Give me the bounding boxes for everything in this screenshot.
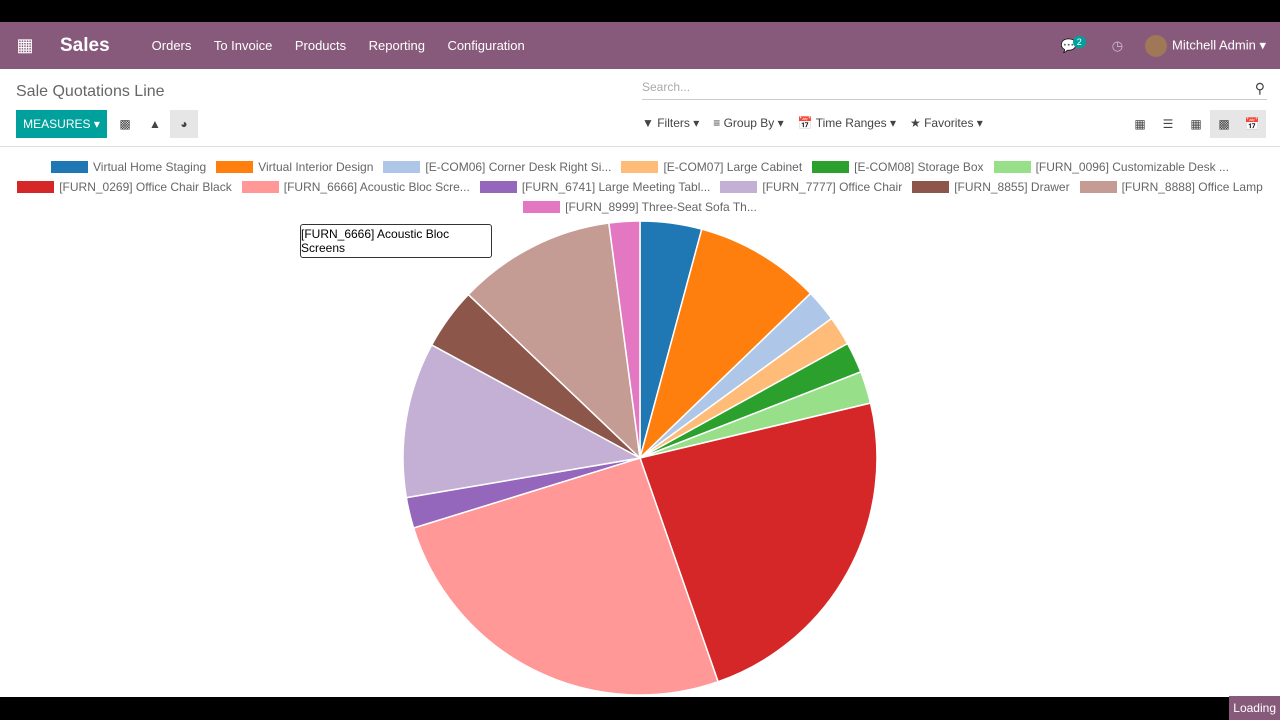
pie-chart-button[interactable]: ◕ [170,110,198,138]
legend-swatch [17,181,55,193]
calendar-view-icon[interactable]: 📅 [1238,110,1266,138]
legend-swatch [912,181,950,193]
legend-item[interactable]: [FURN_7777] Office Chair [720,180,902,194]
odoo-window: ▦ Sales Orders To Invoice Products Repor… [0,22,1280,697]
time-ranges-dropdown[interactable]: 📅 Time Ranges ▾ [797,116,896,130]
legend-item[interactable]: [FURN_8999] Three-Seat Sofa Th... [523,200,757,214]
group-by-label: Group By [723,116,775,130]
chat-icon: 💬 [1060,37,1077,53]
legend-swatch [1079,181,1117,193]
filters-dropdown[interactable]: ▼ Filters ▾ [642,116,700,130]
legend-swatch [720,181,758,193]
activity-clock-icon[interactable]: ◷ [1111,37,1124,53]
favorites-label: Favorites [924,116,974,130]
legend-swatch [812,161,850,173]
legend-swatch [383,161,421,173]
pie-slice[interactable] [639,402,878,683]
legend-label: [FURN_8888] Office Lamp [1121,180,1263,194]
messages-badge: 2 [1072,35,1086,48]
legend-label: [FURN_0269] Office Chair Black [59,180,232,194]
menu-orders[interactable]: Orders [151,37,192,53]
legend-label: [FURN_8855] Drawer [954,180,1070,194]
legend-label: [FURN_7777] Office Chair [762,180,903,194]
legend-item[interactable]: [E-COM06] Corner Desk Right Si... [383,160,611,174]
favorites-dropdown[interactable]: ★ Favorites ▾ [910,116,983,130]
legend-swatch [241,181,279,193]
legend-label: [E-COM08] Storage Box [854,160,984,174]
legend-label: [FURN_6666] Acoustic Bloc Scre... [283,180,470,194]
legend-item[interactable]: [FURN_6666] Acoustic Bloc Scre... [241,180,470,194]
search-placeholder: Search... [642,80,691,94]
pie-slice[interactable] [402,343,643,499]
legend-label: Virtual Interior Design [258,160,374,174]
chart-tooltip: [FURN_6666] Acoustic Bloc Screens [300,224,492,258]
legend-item[interactable]: [FURN_0269] Office Chair Black [17,180,232,194]
menu-to-invoice[interactable]: To Invoice [213,37,273,53]
line-chart-button[interactable]: ▲ [149,117,161,131]
pie-slice[interactable] [467,222,642,461]
search-input[interactable]: Search... ⚲ [642,80,1267,100]
divider [0,146,1280,147]
legend-item[interactable]: [E-COM08] Storage Box [812,160,984,174]
measures-label: MEASURES [23,117,91,131]
pie-slice[interactable] [638,228,812,461]
legend-label: [FURN_8999] Three-Seat Sofa Th... [565,200,757,214]
legend-swatch [479,181,517,193]
top-navbar: ▦ Sales Orders To Invoice Products Repor… [0,22,1280,69]
legend-item[interactable]: [FURN_8888] Office Lamp [1079,180,1263,194]
avatar [1145,34,1168,57]
time-ranges-label: Time Ranges [815,116,887,130]
legend-label: [FURN_0096] Customizable Desk ... [1035,160,1229,174]
legend-item[interactable]: [FURN_8855] Drawer [912,180,1070,194]
apps-menu-icon[interactable]: ▦ [16,35,34,55]
menu-products[interactable]: Products [294,37,347,53]
filters-label: Filters [657,116,690,130]
legend-swatch [621,161,659,173]
legend-swatch [993,161,1031,173]
legend-label: Virtual Home Staging [93,160,207,174]
legend-swatch [523,201,561,213]
pie-slice[interactable] [412,457,720,696]
legend-item[interactable]: [E-COM07] Large Cabinet [621,160,802,174]
pivot-view-icon[interactable]: ▦ [1190,117,1202,131]
user-name: Mitchell Admin [1172,36,1256,52]
legend-label: [E-COM06] Corner Desk Right Si... [425,160,612,174]
legend-item[interactable]: [FURN_0096] Customizable Desk ... [993,160,1229,174]
legend-label: [E-COM07] Large Cabinet [663,160,803,174]
page-title: Sale Quotations Line [16,83,165,100]
kanban-view-icon[interactable]: ▦ [1134,117,1146,131]
graph-view-icon[interactable]: ▩ [1210,110,1238,138]
chart-legend: Virtual Home Staging Virtual Interior Des… [0,157,1280,217]
group-by-dropdown[interactable]: ≡ Group By ▾ [713,116,784,130]
menu-reporting[interactable]: Reporting [368,37,425,53]
list-view-icon[interactable]: ☰ [1162,117,1174,131]
menu-configuration[interactable]: Configuration [447,37,525,53]
legend-item[interactable]: Virtual Home Staging [51,160,206,174]
search-icon[interactable]: ⚲ [1254,80,1265,96]
loading-indicator: Loading [1229,696,1280,720]
app-name: Sales [60,34,110,56]
legend-item[interactable]: [FURN_6741] Large Meeting Tabl... [479,180,711,194]
pie-slice[interactable] [608,220,641,459]
pie-chart [402,220,878,696]
bar-chart-button[interactable]: ▩ [119,117,131,131]
measures-button[interactable]: MEASURES ▾ [16,110,107,138]
legend-label: [FURN_6741] Large Meeting Tabl... [521,180,711,194]
messages-button[interactable]: 💬2 [1060,35,1090,54]
legend-item[interactable]: Virtual Interior Design [216,160,373,174]
user-menu[interactable]: Mitchell Admin ▾ [1145,34,1266,57]
legend-swatch [216,161,254,173]
legend-swatch [51,161,89,173]
